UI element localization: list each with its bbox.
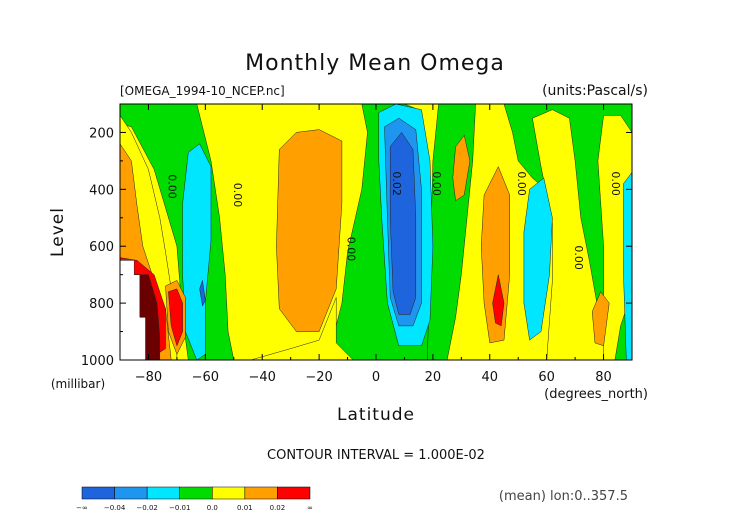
legend-label: −0.01 xyxy=(169,504,190,512)
y-axis-label: Level xyxy=(48,207,68,257)
x-tick-label: 80 xyxy=(595,370,612,385)
x-unit-label: (degrees_north) xyxy=(544,387,648,402)
contour-region xyxy=(523,177,553,341)
contour-region xyxy=(276,129,343,332)
y-tick-label: 1000 xyxy=(81,354,114,369)
mean-label: (mean) lon:0..357.5 xyxy=(499,489,628,504)
contour-label: 0.00 xyxy=(572,245,585,270)
contour-region xyxy=(199,280,206,307)
y-tick-label: 200 xyxy=(89,126,114,141)
contour-region xyxy=(452,134,471,202)
contour-label: 0.02 xyxy=(390,171,403,196)
legend-label: ∞ xyxy=(307,504,313,512)
contour-label: 0.00 xyxy=(231,183,244,208)
legend-label: −∞ xyxy=(76,504,88,512)
x-tick-label: 60 xyxy=(538,370,555,385)
legend-swatch xyxy=(81,486,115,500)
contour-region xyxy=(168,288,183,347)
contour-plot xyxy=(119,103,633,361)
x-tick-label: 0 xyxy=(372,370,380,385)
x-tick-label: 40 xyxy=(482,370,499,385)
y-tick-label: 600 xyxy=(89,240,114,255)
contour-region xyxy=(250,297,354,361)
x-tick-label: −20 xyxy=(305,370,332,385)
x-tick-label: −60 xyxy=(192,370,219,385)
x-tick-label: −40 xyxy=(249,370,276,385)
x-axis: −80 −60 −40 −20 0 20 40 60 80 xyxy=(119,104,633,385)
contour-region xyxy=(591,291,610,347)
legend-swatch xyxy=(179,486,213,500)
x-axis-label: Latitude xyxy=(337,405,415,425)
y-axis: 200 400 600 800 1000 xyxy=(81,103,632,369)
legend-label: 0.01 xyxy=(237,504,253,512)
contour-region xyxy=(597,115,633,361)
x-tick-label: 20 xyxy=(425,370,442,385)
contour-label: 0.00 xyxy=(165,174,178,199)
contour-interval-label: CONTOUR INTERVAL = 1.000E-02 xyxy=(267,448,485,463)
contour-label: 0.00 xyxy=(430,171,443,196)
contour-label: 0.00 xyxy=(515,171,528,196)
x-tick-label: −80 xyxy=(135,370,162,385)
contour-label: 0.00 xyxy=(609,171,622,196)
legend-swatch xyxy=(146,486,180,500)
y-tick-label: 400 xyxy=(89,183,114,198)
legend-swatch xyxy=(212,486,246,500)
y-tick-label: 800 xyxy=(89,297,114,312)
y-unit-label: (millibar) xyxy=(51,377,105,391)
legend-label: −0.02 xyxy=(136,504,157,512)
legend-label: 0.02 xyxy=(270,504,286,512)
color-legend: −∞ −0.04 −0.02 −0.01 0.0 0.01 0.02 ∞ xyxy=(76,486,313,512)
chart-title: Monthly Mean Omega xyxy=(245,51,505,76)
contour-label: 0.00 xyxy=(345,237,358,261)
contour-region xyxy=(492,274,505,327)
legend-label: −0.04 xyxy=(104,504,126,512)
contour-region xyxy=(389,131,417,315)
contour-labels: 0.00 0.00 0.00 0.02 0.00 0.00 0.00 0.00 xyxy=(165,171,622,269)
source-file-label: [OMEGA_1994-10_NCEP.nc] xyxy=(120,84,285,98)
legend-swatch xyxy=(244,486,278,500)
legend-label: 0.0 xyxy=(207,504,218,512)
legend-swatch xyxy=(277,486,311,500)
legend-swatch xyxy=(114,486,148,500)
units-label: (units:Pascal/s) xyxy=(542,83,648,99)
